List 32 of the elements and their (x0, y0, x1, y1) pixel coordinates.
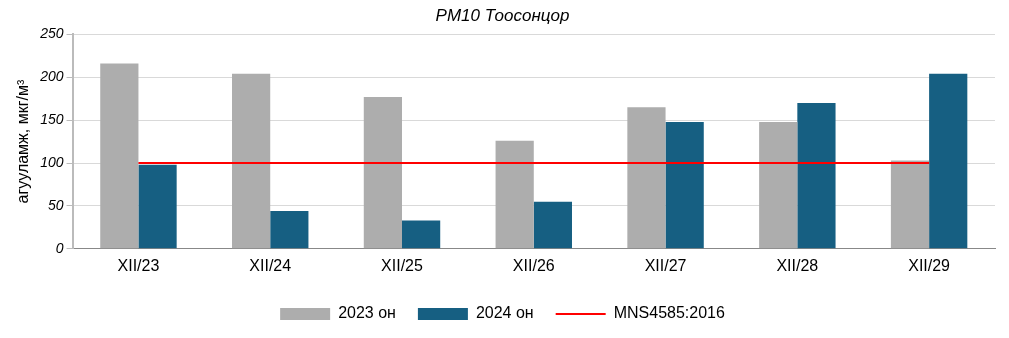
bar (495, 140, 534, 249)
bar (100, 63, 139, 249)
bar (665, 121, 704, 249)
bar (138, 164, 177, 249)
bar (270, 211, 309, 249)
legend-label: 2024 он (475, 304, 534, 322)
x-tick-label: XII/28 (776, 256, 819, 274)
x-tick-label: XII/29 (908, 256, 951, 274)
bar (363, 97, 402, 249)
x-tick-label: XII/24 (249, 256, 292, 274)
bar (929, 73, 968, 249)
legend-label: 2023 он (338, 304, 396, 322)
bar (402, 220, 441, 249)
x-tick-label: XII/26 (512, 256, 555, 274)
y-tick-label: 0 (55, 239, 64, 256)
bar (627, 107, 666, 249)
bar (533, 201, 572, 249)
y-tick-label: 50 (47, 196, 64, 213)
bar (797, 103, 836, 249)
legend-label: MNS4585:2016 (613, 304, 725, 322)
x-tick-label: XII/23 (117, 256, 160, 274)
x-tick-label: XII/27 (644, 256, 687, 274)
x-tick-label: XII/25 (381, 256, 423, 274)
y-tick-label: 100 (40, 153, 64, 170)
y-tick-label: 150 (40, 111, 64, 128)
y-tick-label: 200 (39, 68, 64, 85)
y-tick-label: 250 (39, 25, 64, 42)
chart-title: PM10 Тоосонцор (435, 5, 570, 25)
y-axis-title: агууламж, мкг/м³ (14, 79, 32, 204)
bar (890, 160, 930, 249)
bar (759, 121, 798, 249)
bar (232, 73, 271, 249)
